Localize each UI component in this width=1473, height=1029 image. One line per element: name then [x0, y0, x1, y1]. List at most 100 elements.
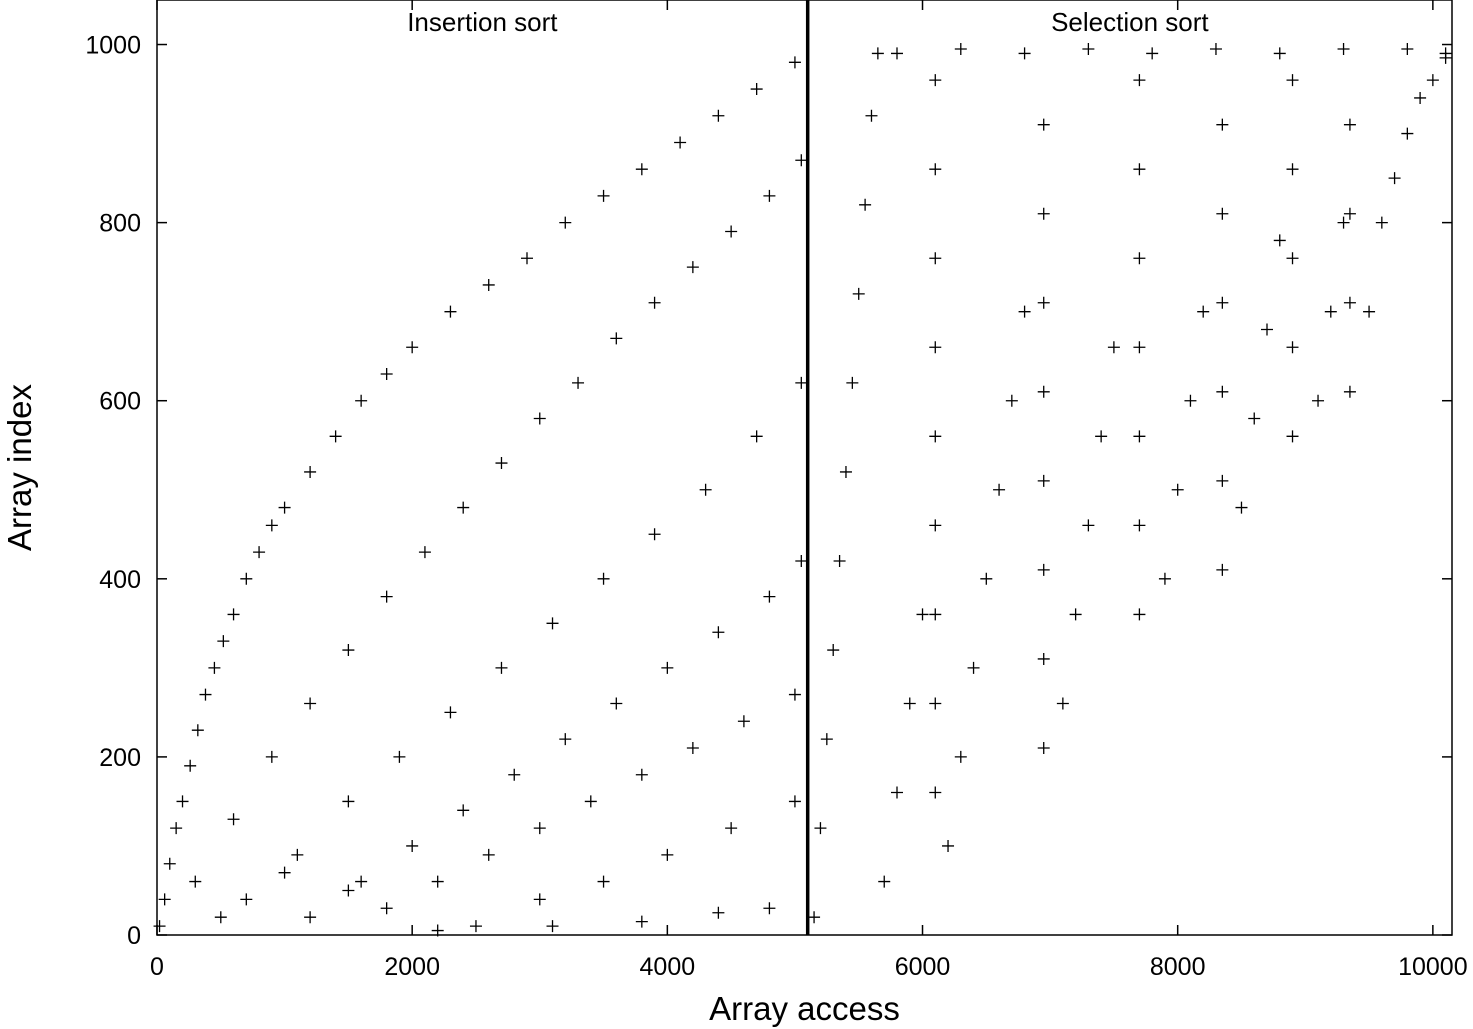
- selection-sort-point: [1286, 74, 1299, 87]
- insertion-sort-point: [648, 528, 661, 541]
- selection-sort-point: [929, 341, 942, 354]
- selection-sort-point: [1401, 42, 1414, 55]
- insertion-sort-point: [699, 483, 712, 496]
- insertion-sort-point: [661, 661, 674, 674]
- insertion-sort-point: [635, 915, 648, 928]
- insertion-sort-point: [355, 394, 368, 407]
- insertion-sort-point: [253, 546, 266, 559]
- selection-sort-point: [954, 750, 967, 763]
- insertion-sort-point: [610, 697, 623, 710]
- insertion-sort-point: [559, 733, 572, 746]
- selection-sort-point: [1216, 296, 1229, 309]
- selection-sort-point: [1069, 608, 1082, 621]
- selection-sort-point: [929, 163, 942, 176]
- insertion-sort-point: [763, 189, 776, 202]
- x-tick-label: 4000: [640, 953, 696, 981]
- insertion-sort-point: [431, 875, 444, 888]
- insertion-sort-point: [725, 822, 738, 835]
- insertion-sort-point: [584, 795, 597, 808]
- selection-sort-point: [1216, 563, 1229, 576]
- insertion-sort-point: [788, 795, 801, 808]
- insertion-sort-point: [725, 225, 738, 238]
- insertion-sort-point: [508, 768, 521, 781]
- insertion-sort-point: [227, 608, 240, 621]
- insertion-sort-point: [393, 750, 406, 763]
- insertion-sort-point: [240, 893, 253, 906]
- insertion-sort-point: [444, 305, 457, 318]
- selection-sort-point: [1146, 47, 1159, 60]
- insertion-sort-point: [278, 501, 291, 514]
- selection-sort-point: [980, 572, 993, 585]
- insertion-sort-point: [495, 457, 508, 470]
- insertion-sort-point: [597, 875, 610, 888]
- selection-sort-point: [1018, 47, 1031, 60]
- y-axis-title: Array index: [1, 384, 38, 551]
- selection-sort-point: [1216, 118, 1229, 131]
- insertion-sort-point: [533, 893, 546, 906]
- selection-sort-point: [1388, 172, 1401, 185]
- insertion-sort-point: [469, 920, 482, 933]
- selection-sort-point: [929, 252, 942, 265]
- selection-sort-point: [1133, 519, 1146, 532]
- insertion-sort-point: [795, 376, 808, 389]
- selection-sort-point: [1037, 118, 1050, 131]
- selection-sort-point: [865, 109, 878, 122]
- selection-sort-point: [1095, 430, 1108, 443]
- insertion-sort-point: [342, 795, 355, 808]
- selection-sort-point: [1133, 341, 1146, 354]
- insertion-sort-point: [214, 911, 227, 924]
- y-tick-label: 1000: [85, 32, 141, 60]
- insertion-sort-point: [795, 555, 808, 567]
- selection-sort-point: [852, 287, 865, 300]
- selection-sort-point: [1082, 519, 1095, 532]
- selection-sort-point: [1439, 51, 1452, 64]
- insertion-sort-point: [153, 920, 166, 933]
- insertion-sort-point: [191, 724, 204, 737]
- y-tick-label: 400: [99, 566, 141, 594]
- selection-sort-point: [967, 661, 980, 674]
- insertion-sort-point: [546, 617, 559, 630]
- selection-sort-point: [929, 74, 942, 87]
- insertion-sort-point: [176, 795, 189, 808]
- y-tick-label: 200: [99, 744, 141, 772]
- x-tick-label: 2000: [384, 953, 440, 981]
- insertion-sort-point: [265, 750, 278, 763]
- insertion-sort-point: [712, 109, 725, 122]
- insertion-sort-point: [380, 590, 393, 603]
- insertion-sort-point: [482, 848, 495, 861]
- selection-sort-point: [903, 697, 916, 710]
- insertion-sort-point: [750, 430, 763, 443]
- selection-sort-point: [820, 733, 833, 746]
- insertion-sort-point: [674, 136, 687, 149]
- insertion-sort-point: [406, 341, 419, 354]
- selection-sort-point: [942, 839, 955, 852]
- insertion-sort-point: [329, 430, 342, 443]
- y-tick-label: 800: [99, 210, 141, 238]
- selection-sort-point: [1248, 412, 1261, 425]
- insertion-sort-point: [648, 296, 661, 309]
- insertion-sort-point: [278, 866, 291, 879]
- selection-sort-point: [1037, 563, 1050, 576]
- insertion-sort-point: [521, 252, 533, 265]
- selection-sort-point: [929, 697, 942, 710]
- selection-sort-point: [1209, 42, 1222, 55]
- insertion-sort-point: [737, 715, 750, 728]
- insertion-sort-point: [457, 804, 470, 817]
- insertion-sort-point: [635, 163, 648, 176]
- selection-sort-point: [1037, 652, 1050, 665]
- selection-sort-point: [954, 42, 967, 55]
- insertion-sort-point: [380, 368, 393, 380]
- selection-sort-point: [1414, 91, 1427, 104]
- selection-sort-point: [1401, 127, 1414, 140]
- insertion-sort-point: [240, 572, 253, 585]
- insertion-sort-point: [661, 848, 674, 861]
- insertion-sort-point: [304, 465, 317, 478]
- selection-sort-point: [1216, 385, 1229, 398]
- selection-sort-point: [1216, 207, 1229, 220]
- insertion-sort-point: [457, 501, 470, 514]
- selection-sort-point: [929, 519, 942, 532]
- y-axis-ticks: 0 200 400 600 800 1000: [85, 32, 1452, 950]
- insertion-sort-point: [355, 875, 368, 888]
- selection-sort-point: [1158, 572, 1171, 585]
